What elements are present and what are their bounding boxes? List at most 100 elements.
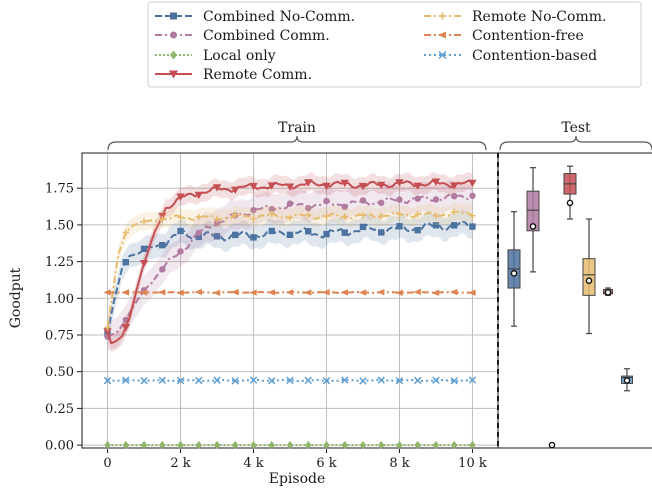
data-point [431, 289, 440, 297]
data-point [323, 213, 330, 220]
data-point [322, 182, 331, 191]
x-tick-label: 6 k [316, 456, 336, 471]
data-point [304, 289, 312, 296]
x-tick-label: 2 k [170, 456, 190, 471]
data-point [250, 234, 257, 241]
data-point [121, 323, 130, 332]
data-point [159, 241, 166, 249]
section-brackets: Train Test [107, 120, 652, 151]
legend-item-remote-no-comm: Remote No-Comm. [424, 9, 606, 25]
boxplot-combined-comm [526, 167, 540, 273]
data-point [286, 440, 294, 450]
data-point [469, 440, 476, 450]
data-point [341, 229, 348, 236]
data-point [323, 197, 330, 205]
data-point [103, 376, 112, 385]
data-point [267, 182, 276, 190]
data-point [286, 200, 294, 207]
data-point [159, 266, 166, 273]
data-point [468, 289, 476, 296]
y-tick-label: 1.25 [45, 255, 74, 270]
series-line [107, 378, 473, 383]
data-point [432, 440, 440, 450]
train-bracket: Train [107, 120, 487, 151]
data-point [268, 205, 275, 213]
data-point [396, 440, 403, 450]
data-point [396, 223, 403, 230]
data-point [377, 288, 385, 296]
data-point [103, 328, 112, 336]
data-point [121, 289, 129, 296]
data-point [322, 377, 331, 385]
y-tick-label: 1.00 [45, 292, 74, 307]
boxplot-contention-free [603, 287, 613, 296]
data-point [432, 212, 440, 220]
data-point [268, 440, 275, 450]
x-tick-label: 4 k [243, 456, 263, 471]
data-point [195, 213, 202, 221]
test-bracket: Test [499, 120, 652, 151]
legend-marker [439, 12, 446, 20]
data-point [414, 440, 421, 450]
confidence-band [107, 209, 473, 346]
x-tick-label: 10 k [458, 456, 487, 471]
data-point [249, 376, 258, 384]
data-point [359, 212, 367, 219]
data-point [413, 288, 421, 296]
y-tick-label: 0.75 [45, 328, 74, 343]
data-point [378, 212, 385, 220]
data-point [177, 248, 184, 255]
data-point [341, 203, 348, 211]
data-point [304, 179, 313, 187]
data-point [340, 179, 349, 188]
y-tick-label: 1.50 [45, 218, 74, 233]
data-point [396, 196, 403, 203]
bracket-path [107, 135, 487, 151]
y-axis-label: Goodput [8, 267, 24, 328]
legend-label: Local only [203, 48, 276, 64]
data-point [250, 215, 257, 222]
mean-marker [548, 441, 556, 449]
data-point [304, 376, 312, 385]
data-point [195, 229, 202, 237]
x-axis-label: Episode [269, 471, 326, 487]
data-point [177, 227, 184, 235]
bracket-path [499, 135, 652, 151]
data-point [104, 324, 111, 331]
bracket-label: Train [278, 120, 316, 136]
box [582, 258, 596, 296]
box [526, 190, 540, 232]
bracket-label: Test [561, 120, 591, 136]
data-point [231, 186, 240, 195]
mean-marker [585, 277, 593, 284]
data-point [431, 178, 441, 186]
data-point [358, 182, 368, 191]
data-point [451, 192, 458, 200]
data-point [140, 440, 148, 450]
legend-marker [438, 31, 446, 39]
data-point [213, 219, 221, 227]
data-point [341, 440, 348, 450]
data-point [122, 376, 130, 385]
legend-item-combined-no-comm: Combined No-Comm. [155, 9, 355, 25]
data-point [323, 230, 330, 238]
data-point [250, 206, 257, 214]
data-point [213, 215, 221, 223]
data-point [432, 196, 440, 203]
data-point [341, 376, 349, 384]
data-point [249, 289, 257, 296]
data-point [122, 440, 129, 450]
boxplot-local-only [548, 441, 556, 449]
data-point [285, 289, 294, 296]
data-point [158, 376, 167, 385]
data-point [450, 288, 458, 296]
data-point [340, 289, 348, 296]
data-point [378, 440, 385, 450]
legend-item-contention-based: Contention-based [424, 48, 597, 64]
legend-label: Combined Comm. [203, 28, 330, 44]
data-point [212, 184, 222, 192]
data-point [159, 216, 166, 223]
data-point [359, 440, 367, 450]
data-point [378, 199, 385, 207]
data-point [267, 289, 275, 296]
